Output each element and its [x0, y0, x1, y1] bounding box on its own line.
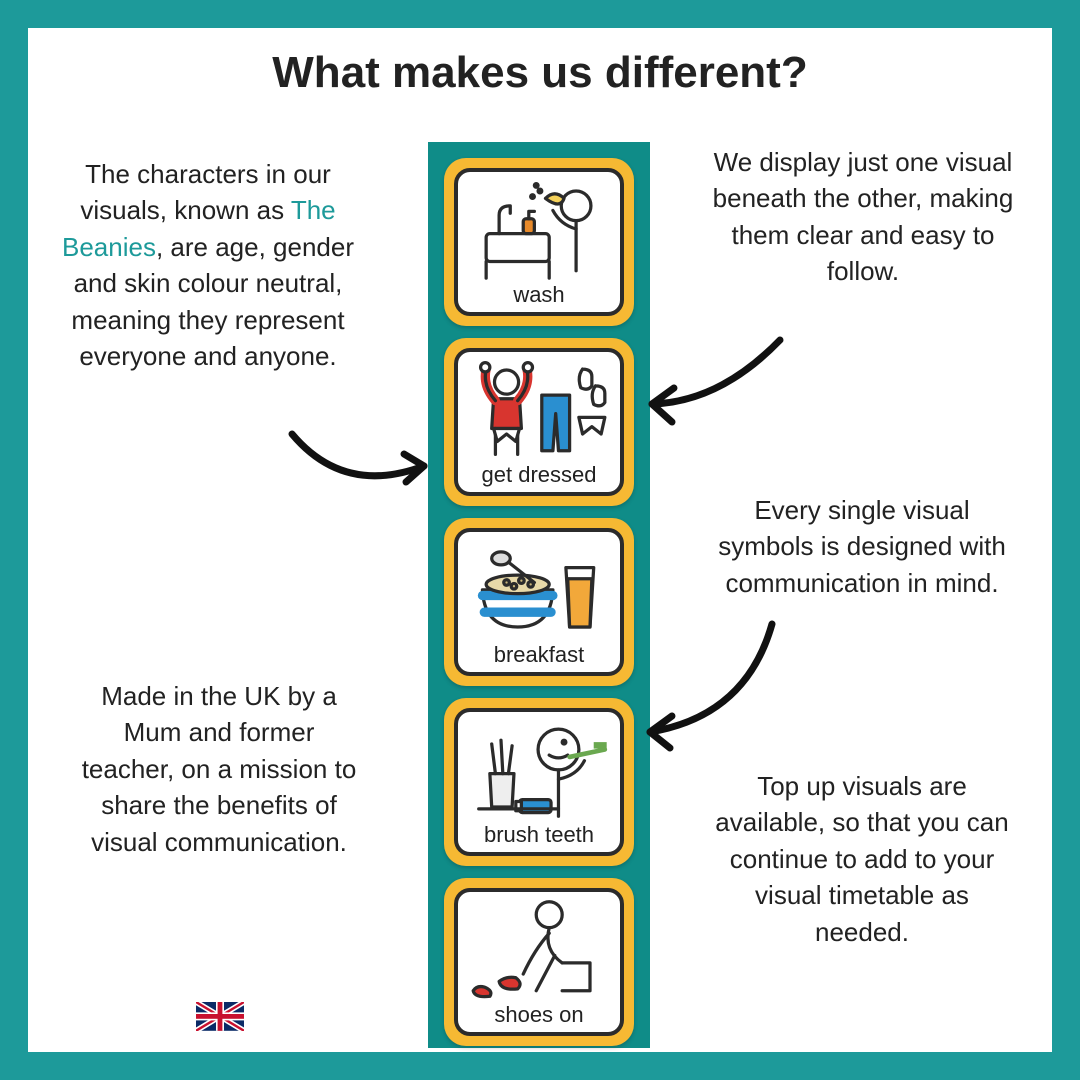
brush-icon: [464, 718, 614, 820]
feature-text-uk: Made in the UK by a Mum and former teach…: [76, 678, 362, 860]
card-shoes-on: shoes on: [444, 878, 634, 1046]
breakfast-icon: [464, 538, 614, 640]
card-wash: wash: [444, 158, 634, 326]
feature-text-design: Every single visual symbols is designed …: [712, 492, 1012, 601]
content-panel: What makes us different? The characters …: [28, 28, 1052, 1052]
arrow-icon: [284, 426, 444, 516]
card-label: brush teeth: [458, 822, 620, 848]
card-breakfast: breakfast: [444, 518, 634, 686]
card-label: get dressed: [458, 462, 620, 488]
card-brush-teeth: brush teeth: [444, 698, 634, 866]
card-get-dressed: get dressed: [444, 338, 634, 506]
card-label: shoes on: [458, 1002, 620, 1028]
dressed-icon: [464, 358, 614, 460]
arrow-icon: [636, 616, 786, 756]
feature-text-display: We display just one visual beneath the o…: [708, 144, 1018, 290]
arrow-icon: [640, 332, 790, 442]
feature-text-characters: The characters in our visuals, known as …: [58, 156, 358, 374]
card-label: wash: [458, 282, 620, 308]
feature-text-topup: Top up visuals are available, so that yo…: [712, 768, 1012, 950]
shoes-icon: [464, 898, 614, 1000]
wash-icon: [464, 178, 614, 280]
page-title: What makes us different?: [28, 48, 1052, 98]
uk-flag-icon: [196, 1002, 244, 1032]
card-label: breakfast: [458, 642, 620, 668]
